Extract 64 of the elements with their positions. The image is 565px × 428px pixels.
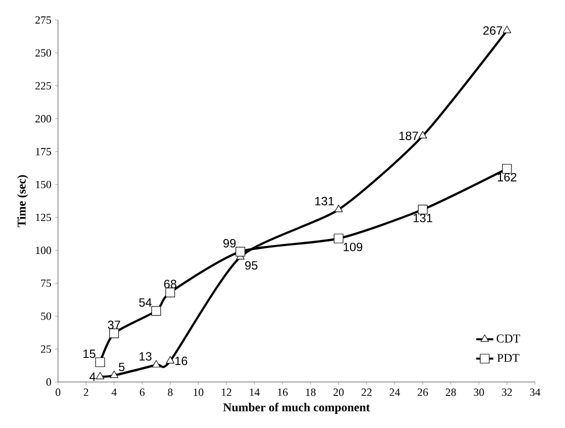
x-tick-label: 18 <box>306 388 316 396</box>
x-tick-label: 16 <box>278 388 288 396</box>
data-label: 15 <box>83 350 96 358</box>
y-tick-label: 125 <box>36 214 52 222</box>
x-tick-label: 0 <box>56 388 60 396</box>
y-tick-label: 225 <box>35 82 52 90</box>
x-tick-label: 10 <box>194 388 204 396</box>
y-tick-label: 0 <box>46 378 52 386</box>
x-tick-label: 2 <box>84 388 88 396</box>
legend-label: PDT <box>497 354 520 362</box>
data-label: 54 <box>139 298 152 307</box>
data-label: 131 <box>315 196 334 206</box>
point <box>110 370 118 378</box>
point <box>334 234 344 244</box>
data-label: 267 <box>483 26 502 35</box>
data-label: 68 <box>164 280 176 288</box>
x-tick-label: 32 <box>502 388 512 396</box>
point <box>96 372 104 380</box>
x-axis-title: Number of much component <box>223 402 370 414</box>
x-tick-label: 28 <box>446 388 456 396</box>
x-tick-label: 4 <box>112 388 117 396</box>
y-tick-label: 175 <box>36 148 52 156</box>
data-label: 16 <box>175 356 188 366</box>
point <box>166 356 174 364</box>
point <box>236 246 246 256</box>
point <box>95 357 105 368</box>
x-tick-label: 22 <box>362 388 372 396</box>
x-tick-label: 30 <box>474 388 484 396</box>
x-tick-label: 8 <box>168 388 173 396</box>
y-tick-label: 75 <box>41 280 52 287</box>
x-tick-label: 26 <box>418 388 428 396</box>
point <box>109 328 119 338</box>
y-tick-label: 50 <box>41 312 52 320</box>
data-label: 95 <box>245 261 258 270</box>
legend-label: CDT <box>496 334 520 343</box>
x-tick-label: 14 <box>250 388 260 396</box>
data-label: 162 <box>498 172 516 182</box>
y-tick-label: 100 <box>36 246 52 254</box>
x-tick-label: 24 <box>390 388 400 396</box>
data-label: 4 <box>90 372 96 381</box>
point <box>334 204 343 212</box>
data-label: 131 <box>414 214 432 222</box>
y-tick-label: 25 <box>40 345 52 353</box>
x-tick-label: 6 <box>140 388 145 396</box>
data-label: 109 <box>344 242 362 252</box>
data-label: 5 <box>118 362 124 372</box>
data-label: 99 <box>223 238 236 248</box>
y-tick-label: 150 <box>36 180 52 188</box>
point <box>418 131 427 138</box>
point <box>502 26 512 34</box>
y-tick-label: 275 <box>35 16 52 24</box>
data-label: 187 <box>399 132 418 140</box>
x-tick-label: 12 <box>222 388 232 396</box>
y-tick-label: 200 <box>35 115 52 122</box>
data-label: 13 <box>140 352 152 361</box>
y-axis-title: Time (sec) <box>17 175 28 228</box>
point <box>502 164 512 174</box>
point <box>165 288 176 298</box>
x-tick-label: 34 <box>530 388 540 396</box>
point <box>418 204 428 214</box>
point <box>151 306 162 316</box>
point <box>152 360 160 368</box>
x-tick-label: 20 <box>334 388 344 396</box>
y-tick-label: 250 <box>35 49 52 57</box>
